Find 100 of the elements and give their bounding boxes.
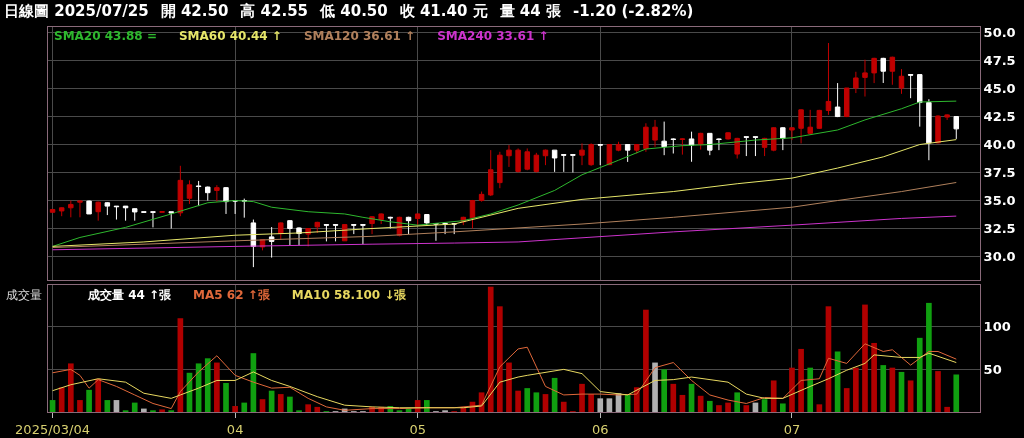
candlestick bbox=[926, 98, 932, 161]
bar bbox=[515, 390, 521, 412]
bar bbox=[423, 400, 430, 412]
candlestick bbox=[214, 184, 220, 203]
candlestick bbox=[77, 200, 83, 218]
candlestick bbox=[634, 144, 640, 154]
candlestick bbox=[825, 42, 832, 116]
candlestick bbox=[332, 224, 339, 242]
candlestick bbox=[670, 137, 677, 154]
y-tick-label: 30.0 bbox=[983, 249, 1016, 265]
candlestick bbox=[542, 149, 549, 166]
candlestick bbox=[935, 114, 941, 144]
bar bbox=[560, 401, 567, 412]
bar bbox=[743, 405, 750, 412]
line-series bbox=[52, 139, 957, 247]
candlestick bbox=[387, 216, 394, 229]
bar bbox=[606, 398, 613, 412]
candlestick bbox=[424, 214, 430, 226]
candlestick bbox=[661, 121, 667, 156]
bar bbox=[305, 404, 311, 412]
line-series bbox=[52, 343, 957, 411]
candlestick bbox=[278, 221, 284, 241]
candlestick bbox=[953, 115, 959, 140]
candlestick bbox=[223, 186, 229, 215]
y-tick-label: 42.5 bbox=[983, 109, 1016, 125]
candlestick bbox=[898, 68, 905, 95]
bar bbox=[579, 383, 585, 412]
text: SMA240 33.61 ↑ bbox=[437, 29, 549, 43]
bar bbox=[204, 358, 211, 412]
y-tick-label: 50 bbox=[983, 361, 1002, 377]
bar bbox=[907, 380, 914, 412]
candlestick bbox=[487, 149, 494, 197]
candlestick bbox=[688, 131, 695, 163]
bar bbox=[214, 362, 220, 412]
bar bbox=[159, 409, 165, 412]
candlestick bbox=[478, 191, 485, 203]
candlestick bbox=[150, 211, 156, 228]
chart-title: 成交量 bbox=[6, 288, 42, 302]
text: 量 44 張 bbox=[499, 2, 561, 20]
candlestick bbox=[414, 212, 421, 226]
candlestick bbox=[268, 226, 275, 259]
candlestick bbox=[834, 82, 841, 118]
candlestick bbox=[305, 228, 311, 247]
bar bbox=[77, 400, 83, 412]
bar bbox=[944, 406, 950, 412]
bar bbox=[853, 367, 859, 412]
bar bbox=[807, 367, 814, 412]
candlestick bbox=[862, 59, 868, 98]
text: SMA120 36.61 ↑ bbox=[303, 29, 416, 43]
y-tick-label: 100 bbox=[983, 319, 1011, 335]
bar bbox=[86, 389, 92, 412]
candlestick bbox=[442, 222, 448, 235]
candlestick bbox=[579, 142, 585, 166]
y-tick-label: 40.0 bbox=[983, 137, 1016, 153]
candlestick bbox=[880, 57, 886, 84]
candlestick bbox=[95, 201, 101, 222]
candlestick bbox=[378, 212, 384, 225]
bar bbox=[652, 362, 658, 412]
bar bbox=[916, 337, 923, 412]
candlestick bbox=[588, 142, 594, 167]
candlestick bbox=[68, 200, 74, 218]
candlestick bbox=[752, 136, 759, 157]
candlestick bbox=[725, 131, 731, 141]
series-label: 成交量 44 ↑張 bbox=[88, 288, 172, 302]
candlestick bbox=[907, 74, 914, 99]
bar bbox=[697, 395, 704, 412]
candlestick bbox=[515, 147, 521, 174]
candlestick bbox=[551, 149, 558, 173]
candlestick bbox=[871, 57, 877, 84]
candlestick bbox=[807, 109, 813, 135]
candlestick bbox=[58, 206, 65, 217]
candlestick bbox=[113, 205, 120, 221]
text: MA5 62 ↑張 bbox=[193, 288, 270, 302]
bar bbox=[588, 394, 594, 412]
text: SMA60 40.44 ↑ bbox=[178, 29, 282, 43]
candlestick bbox=[917, 74, 923, 128]
text: 收 41.40 元 bbox=[399, 2, 488, 20]
bar bbox=[926, 302, 932, 412]
candlestick bbox=[195, 180, 202, 207]
y-tick-label: 35.0 bbox=[983, 193, 1016, 209]
y-tick-label: 45.0 bbox=[983, 81, 1016, 97]
candlestick bbox=[104, 201, 111, 216]
candlestick bbox=[561, 154, 567, 173]
bar bbox=[506, 362, 512, 412]
bar bbox=[670, 383, 677, 412]
candlestick bbox=[643, 122, 649, 153]
line-series bbox=[52, 181, 957, 249]
bar bbox=[259, 399, 266, 412]
bar bbox=[223, 383, 229, 412]
bar bbox=[725, 402, 731, 412]
candlestick bbox=[734, 137, 740, 160]
candlestick bbox=[314, 221, 321, 234]
line-series bbox=[52, 100, 957, 247]
x-tick-label: 05 bbox=[409, 421, 426, 437]
candlestick bbox=[524, 147, 530, 171]
bar bbox=[141, 408, 147, 412]
bar bbox=[862, 304, 868, 412]
bar bbox=[95, 378, 102, 412]
candlestick bbox=[652, 119, 658, 148]
candlestick bbox=[716, 137, 722, 151]
